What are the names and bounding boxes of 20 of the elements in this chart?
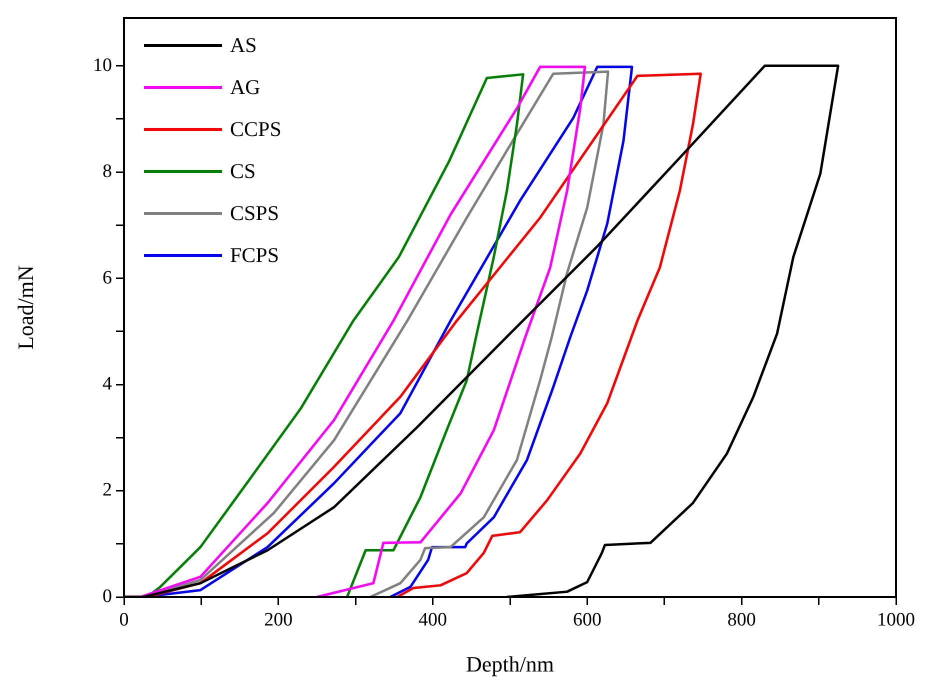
x-tick-label: 1000 <box>877 609 915 630</box>
x-tick-label: 600 <box>572 609 602 630</box>
x-tick-label: 0 <box>119 609 129 630</box>
legend-label: AS <box>230 32 257 58</box>
y-tick-label: 10 <box>93 54 112 76</box>
x-axis-title: Depth/nm <box>466 652 554 677</box>
y-tick-label: 0 <box>102 586 112 607</box>
y-axis-title: Load/mN <box>12 265 38 350</box>
x-tick-label: 200 <box>264 609 293 630</box>
y-tick-label: 6 <box>102 267 112 288</box>
legend-label: AG <box>230 74 260 100</box>
x-tick-label: 800 <box>727 609 756 630</box>
y-tick-label: 2 <box>102 480 112 501</box>
legend-label: CCPS <box>230 116 282 142</box>
x-tick-label: 400 <box>418 609 448 630</box>
legend-label: CS <box>230 158 256 184</box>
y-tick-label: 4 <box>102 374 112 395</box>
y-tick-label: 8 <box>102 161 112 182</box>
legend-label: FCPS <box>230 242 280 268</box>
legend-label: CSPS <box>230 200 280 226</box>
